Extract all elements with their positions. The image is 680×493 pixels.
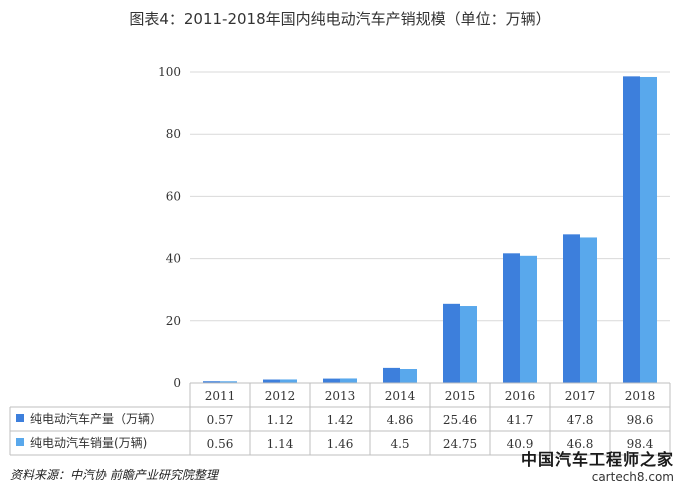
- data-label: 98.6: [627, 413, 654, 427]
- watermark-en: cartech8.com: [591, 470, 674, 484]
- data-label: 25.46: [443, 413, 477, 427]
- x-tick-label: 2015: [445, 389, 476, 403]
- bar-sales: [460, 306, 477, 383]
- data-label: 1.46: [327, 437, 354, 451]
- data-label: 1.14: [267, 437, 294, 451]
- x-tick-label: 2013: [325, 389, 356, 403]
- bar-production: [323, 378, 340, 383]
- bar-sales: [520, 255, 537, 383]
- data-label: 40.9: [507, 437, 534, 451]
- data-label: 4.86: [387, 413, 414, 427]
- bar-production: [563, 234, 580, 383]
- data-label: 4.5: [390, 437, 409, 451]
- bar-sales: [220, 381, 237, 383]
- legend-label: 纯电动汽车产量（万辆）: [30, 411, 162, 426]
- watermark-cn: 中国汽车工程师之家: [520, 450, 674, 469]
- bar-sales: [280, 379, 297, 383]
- bar-production: [443, 303, 460, 383]
- y-tick-label: 80: [166, 127, 181, 141]
- y-tick-label: 100: [158, 65, 181, 79]
- watermark: 中国汽车工程师之家 cartech8.com: [521, 446, 674, 484]
- x-tick-label: 2018: [625, 389, 656, 403]
- data-label: 1.42: [327, 413, 354, 427]
- data-label: 24.75: [443, 437, 477, 451]
- y-tick-label: 60: [166, 189, 181, 203]
- y-axis: 0 20 40 60 80 100: [158, 65, 181, 390]
- bar-production: [203, 381, 220, 383]
- x-tick-label: 2017: [565, 389, 596, 403]
- legend-label: 纯电动汽车销量(万辆): [30, 435, 147, 450]
- data-label: 1.12: [267, 413, 294, 427]
- bar-production: [383, 367, 400, 383]
- data-label: 0.57: [207, 413, 234, 427]
- bar-sales: [640, 76, 657, 383]
- grid-lines: [190, 71, 670, 384]
- chart-title: 图表4：2011-2018年国内纯电动汽车产销规模（单位：万辆）: [129, 10, 551, 28]
- data-table: 2011 2012 2013 2014 2015 2016 2017 2018 纯电动汽车产量（…: [9, 382, 671, 456]
- data-label: 98.4: [627, 437, 654, 451]
- bar-sales: [400, 369, 417, 383]
- bars: [203, 76, 657, 383]
- x-tick-label: 2016: [505, 389, 536, 403]
- bar-sales: [580, 237, 597, 383]
- y-tick-label: 40: [166, 252, 181, 266]
- bar-production: [503, 253, 520, 383]
- data-label: 0.56: [207, 437, 234, 451]
- data-label: 41.7: [507, 413, 534, 427]
- x-tick-label: 2012: [265, 389, 296, 403]
- y-tick-label: 0: [173, 376, 181, 390]
- bar-production: [263, 379, 280, 383]
- legend-swatch: [16, 438, 24, 446]
- bar-sales: [340, 378, 357, 383]
- legend-swatch: [16, 414, 24, 422]
- x-tick-label: 2011: [205, 389, 236, 403]
- data-label: 46.8: [567, 437, 594, 451]
- data-label: 47.8: [567, 413, 594, 427]
- source-note: 资料来源：中汽协 前瞻产业研究院整理: [10, 468, 218, 482]
- bar-production: [623, 76, 640, 383]
- y-tick-label: 20: [166, 314, 181, 328]
- x-tick-label: 2014: [385, 389, 416, 403]
